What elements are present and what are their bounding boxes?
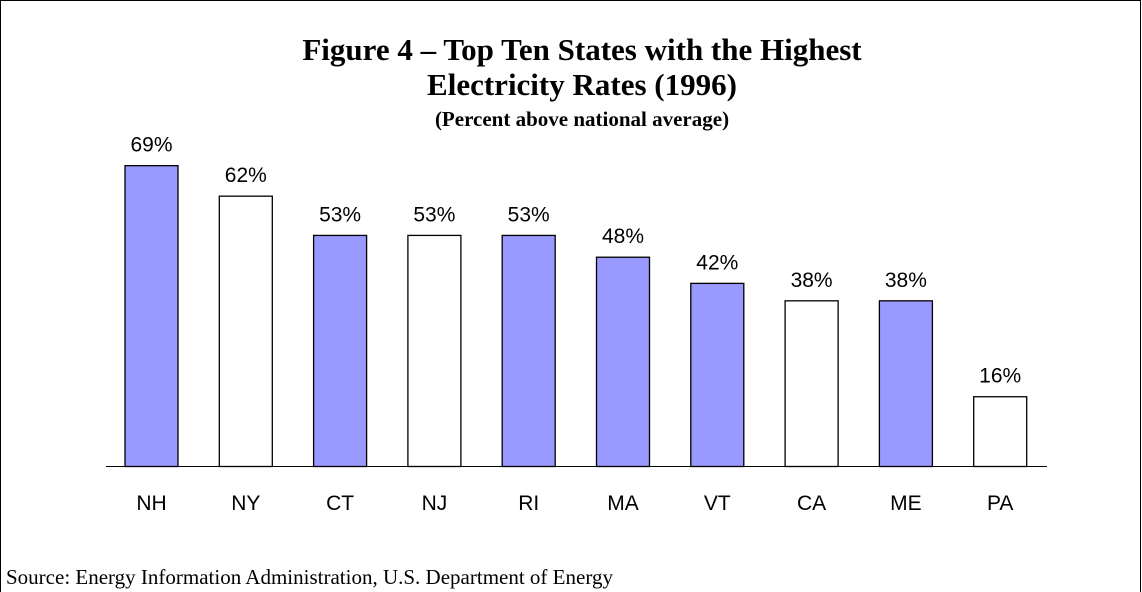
x-tick-label: ME (890, 492, 922, 515)
value-label: 38% (885, 269, 927, 292)
x-tick-label: PA (987, 492, 1013, 515)
chart-subtitle: (Percent above national average) (435, 107, 729, 131)
bar (973, 396, 1028, 468)
x-tick-label: RI (518, 492, 539, 515)
bar (312, 234, 368, 468)
value-label: 38% (791, 269, 833, 292)
x-tick-label: NY (231, 492, 260, 515)
bar (124, 165, 179, 468)
value-label: 53% (508, 203, 550, 226)
bar (407, 234, 462, 468)
x-tick-label: NJ (422, 492, 448, 515)
x-tick-label: VT (704, 492, 731, 515)
bar (595, 256, 651, 468)
value-label: 53% (319, 203, 361, 226)
x-tick-label: NH (136, 492, 166, 515)
value-label: 69% (130, 134, 172, 157)
value-label: 16% (979, 365, 1021, 388)
bar (690, 282, 745, 468)
x-tick-label: CT (326, 492, 354, 515)
value-label: 53% (413, 203, 455, 226)
value-label: 42% (696, 251, 738, 274)
bar (878, 300, 934, 468)
chart-title: Electricity Rates (1996) (427, 67, 737, 102)
chart-title: Figure 4 – Top Ten States with the Highe… (302, 32, 862, 67)
bar (784, 300, 839, 468)
x-tick-label: MA (607, 492, 639, 515)
bar (501, 234, 556, 468)
value-label: 48% (602, 225, 644, 248)
source-note: Source: Energy Information Administratio… (6, 565, 613, 589)
bar (218, 195, 273, 468)
value-label: 62% (225, 164, 267, 187)
x-tick-label: CA (797, 492, 826, 515)
